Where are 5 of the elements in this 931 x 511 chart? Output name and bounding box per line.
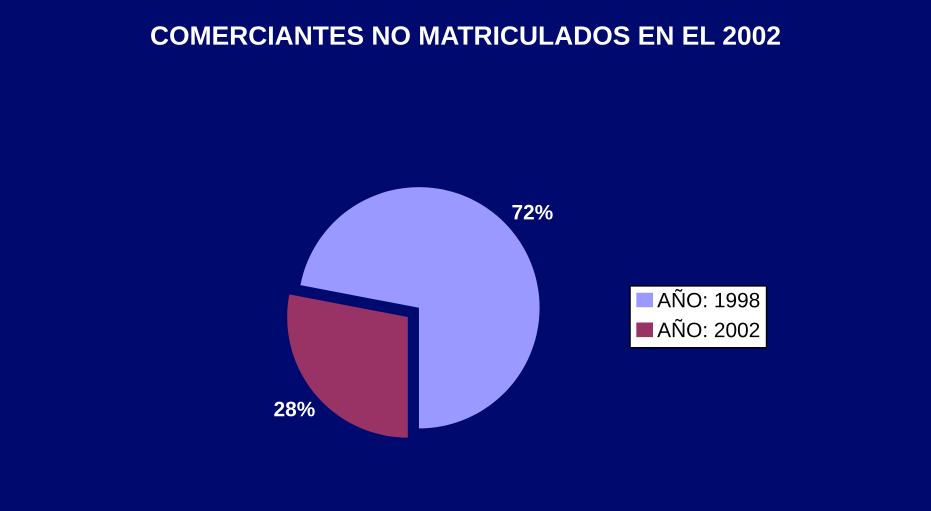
legend-label: AÑO: 2002 bbox=[657, 318, 760, 338]
legend-label: AÑO: 1998 bbox=[657, 289, 760, 308]
chart-title: COMERCIANTES NO MATRICULADOS EN EL 2002 bbox=[151, 26, 780, 45]
data-label: 28% bbox=[274, 402, 315, 416]
data-label: 72% bbox=[512, 204, 553, 220]
